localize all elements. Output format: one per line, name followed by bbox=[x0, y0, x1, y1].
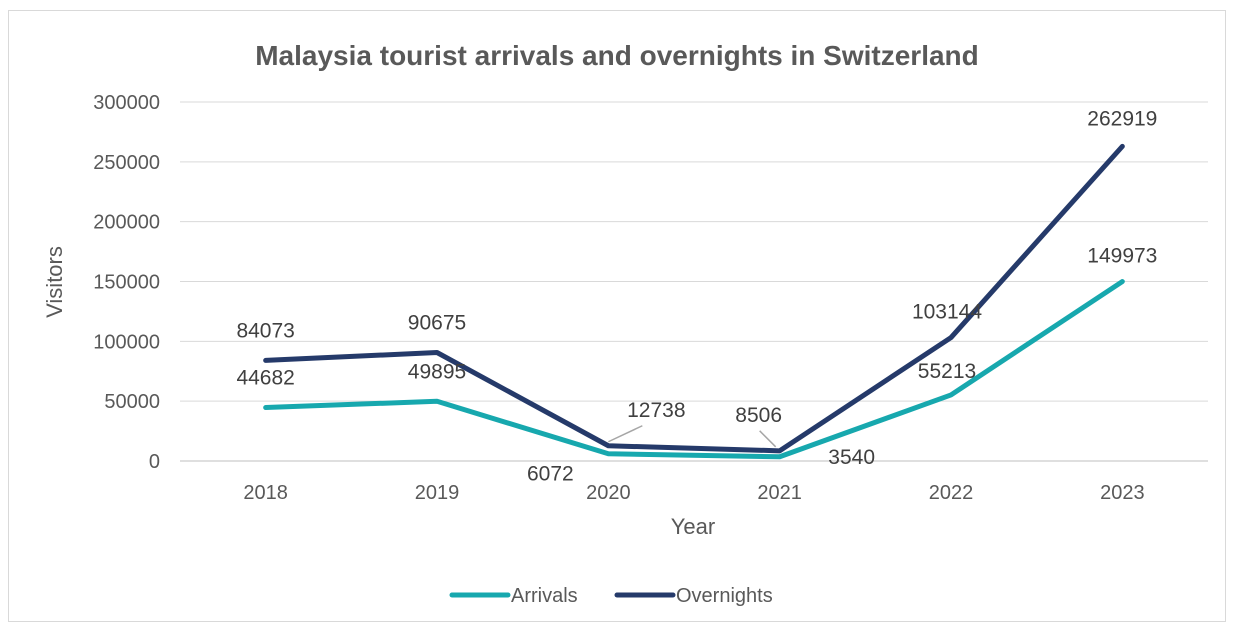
y-tick-label: 50000 bbox=[104, 391, 160, 413]
series-lines bbox=[263, 143, 1125, 460]
legend: Arrivals Overnights bbox=[449, 585, 773, 607]
y-axis-ticks: 0 50000 100000 150000 200000 250000 300000 bbox=[93, 92, 160, 473]
data-label: 84073 bbox=[236, 319, 294, 342]
y-axis-title: Visitors bbox=[42, 246, 67, 318]
x-axis-ticks: 2018 2019 2020 2021 2022 2023 bbox=[243, 482, 1144, 504]
series-line-overnights bbox=[263, 143, 1125, 454]
data-label: 49895 bbox=[408, 360, 466, 383]
data-label: 3540 bbox=[828, 446, 875, 469]
x-tick-label: 2023 bbox=[1100, 482, 1145, 504]
data-label: 6072 bbox=[527, 463, 574, 486]
y-tick-label: 200000 bbox=[93, 212, 160, 234]
legend-label-arrivals: Arrivals bbox=[511, 585, 578, 607]
x-tick-label: 2018 bbox=[243, 482, 288, 504]
chart-title: Malaysia tourist arrivals and overnights… bbox=[255, 40, 979, 71]
data-label: 12738 bbox=[627, 399, 685, 422]
data-label: 149973 bbox=[1087, 245, 1157, 268]
y-tick-label: 300000 bbox=[93, 92, 160, 114]
x-tick-label: 2021 bbox=[757, 482, 802, 504]
x-tick-label: 2019 bbox=[415, 482, 460, 504]
y-tick-label: 250000 bbox=[93, 152, 160, 174]
data-labels: 44682 49895 6072 3540 55213 149973 84073 90675 1… bbox=[236, 107, 1157, 485]
x-tick-label: 2022 bbox=[929, 482, 974, 504]
legend-label-overnights: Overnights bbox=[676, 585, 773, 607]
data-label: 103144 bbox=[912, 301, 982, 324]
chart-frame bbox=[8, 10, 1226, 622]
leader-line bbox=[608, 425, 643, 443]
series-line-arrivals bbox=[263, 279, 1125, 460]
leader-line bbox=[759, 430, 777, 448]
gridlines bbox=[180, 101, 1208, 462]
x-tick-label: 2020 bbox=[586, 482, 631, 504]
data-label: 44682 bbox=[236, 367, 294, 390]
data-label: 55213 bbox=[918, 360, 976, 383]
y-tick-label: 150000 bbox=[93, 272, 160, 294]
data-label: 8506 bbox=[735, 404, 782, 427]
x-axis-title: Year bbox=[671, 514, 715, 539]
label-leader-lines bbox=[608, 425, 777, 448]
y-tick-label: 0 bbox=[149, 451, 160, 473]
data-label: 90675 bbox=[408, 311, 466, 334]
data-label: 262919 bbox=[1087, 107, 1157, 130]
y-tick-label: 100000 bbox=[93, 331, 160, 353]
